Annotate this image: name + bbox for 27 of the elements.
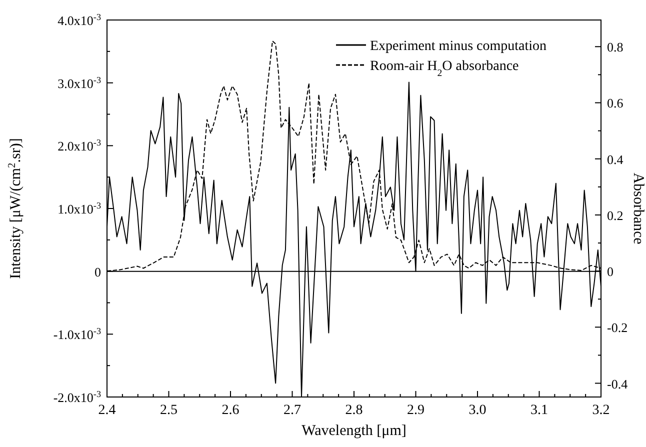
x-tick-label: 3.2: [592, 403, 610, 418]
x-tick-label: 2.5: [160, 403, 178, 418]
x-axis-title: Wavelength [μm]: [302, 423, 406, 439]
y2-tick-label: -0.4: [607, 376, 628, 392]
x-tick-label: 2.8: [345, 403, 363, 418]
y-tick-label: -2.0x10$^{-3}$: [53, 389, 102, 405]
legend-label: Experiment minus computation: [370, 39, 547, 54]
y2-tick-label: 0.8: [607, 40, 624, 55]
x-tick-label: 3.1: [530, 403, 548, 418]
x-tick-label: 2.9: [407, 403, 424, 418]
legend-label: Room-air H$_{2}$O absorbance: [370, 59, 519, 78]
y-tick-label: 1.0x10$^{-3}$: [58, 200, 102, 216]
x-tick-label: 3.0: [468, 403, 486, 418]
y-tick-label: 3.0x10$^{-3}$: [58, 74, 102, 91]
y-tick-label: 0: [94, 264, 101, 280]
y-tick-label: -1.0x10$^{-3}$: [53, 326, 102, 342]
x-tick-label: 2.4: [98, 403, 116, 418]
y2-tick-label: -0.2: [607, 320, 628, 336]
y2-axis-title: Absorbance: [630, 172, 646, 245]
y2-tick-label: 0: [607, 264, 614, 280]
y2-tick-label: 0.4: [607, 152, 624, 167]
y-tick-label: 2.0x10$^{-3}$: [58, 138, 102, 154]
y2-tick-label: 0.6: [607, 96, 624, 111]
y2-tick-label: 0.2: [607, 208, 624, 223]
x-tick-label: 2.7: [284, 403, 301, 418]
x-tick-label: 2.6: [222, 403, 240, 418]
y-tick-label: 4.0x10$^{-3}$: [58, 12, 102, 28]
